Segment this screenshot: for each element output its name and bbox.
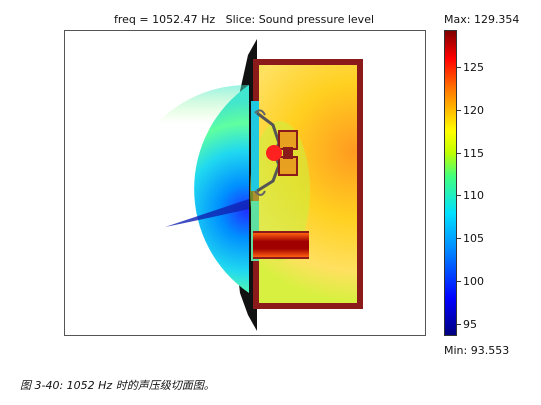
colorbar-tick-label: 125	[463, 61, 484, 75]
sound-pressure-slice	[125, 39, 363, 331]
colorbar-tick	[457, 152, 461, 154]
port-wall-top	[253, 231, 309, 233]
colorbar-min-label: Min: 93.553	[444, 344, 510, 357]
driver-dustcap	[266, 145, 282, 161]
driver-magnet-lower	[278, 156, 298, 176]
colorbar-max-label: Max: 129.354	[444, 13, 520, 26]
colorbar-tick	[457, 195, 461, 197]
colorbar-tick-label: 105	[463, 232, 484, 246]
colorbar-tick-label: 95	[463, 317, 477, 331]
colorbar-tick-label: 115	[463, 146, 484, 160]
colorbar-tick-label: 100	[463, 274, 484, 288]
colorbar-tick	[457, 323, 461, 325]
driver-pole	[283, 147, 293, 159]
colorbar-tick-label: 120	[463, 103, 484, 117]
baffle-opening-upper	[251, 101, 259, 191]
colorbar-tick	[457, 280, 461, 282]
driver-magnet-upper	[278, 130, 298, 150]
plot-area	[64, 30, 426, 336]
driver-surround	[254, 109, 266, 196]
port-tube	[253, 233, 309, 257]
front-dark-lobe	[165, 199, 249, 227]
colorbar-tick-label: 110	[463, 189, 484, 203]
colorbar-tick	[457, 109, 461, 111]
colorbar-tick	[457, 67, 461, 69]
figure-caption: 图 3-40: 1052 Hz 时的声压级切面图。	[20, 379, 215, 392]
front-field-highlight	[125, 84, 249, 181]
colorbar	[444, 30, 457, 336]
port-wall-bottom	[253, 257, 309, 259]
plot-title: freq = 1052.47 Hz Slice: Sound pressure …	[113, 13, 375, 26]
colorbar-tick	[457, 238, 461, 240]
